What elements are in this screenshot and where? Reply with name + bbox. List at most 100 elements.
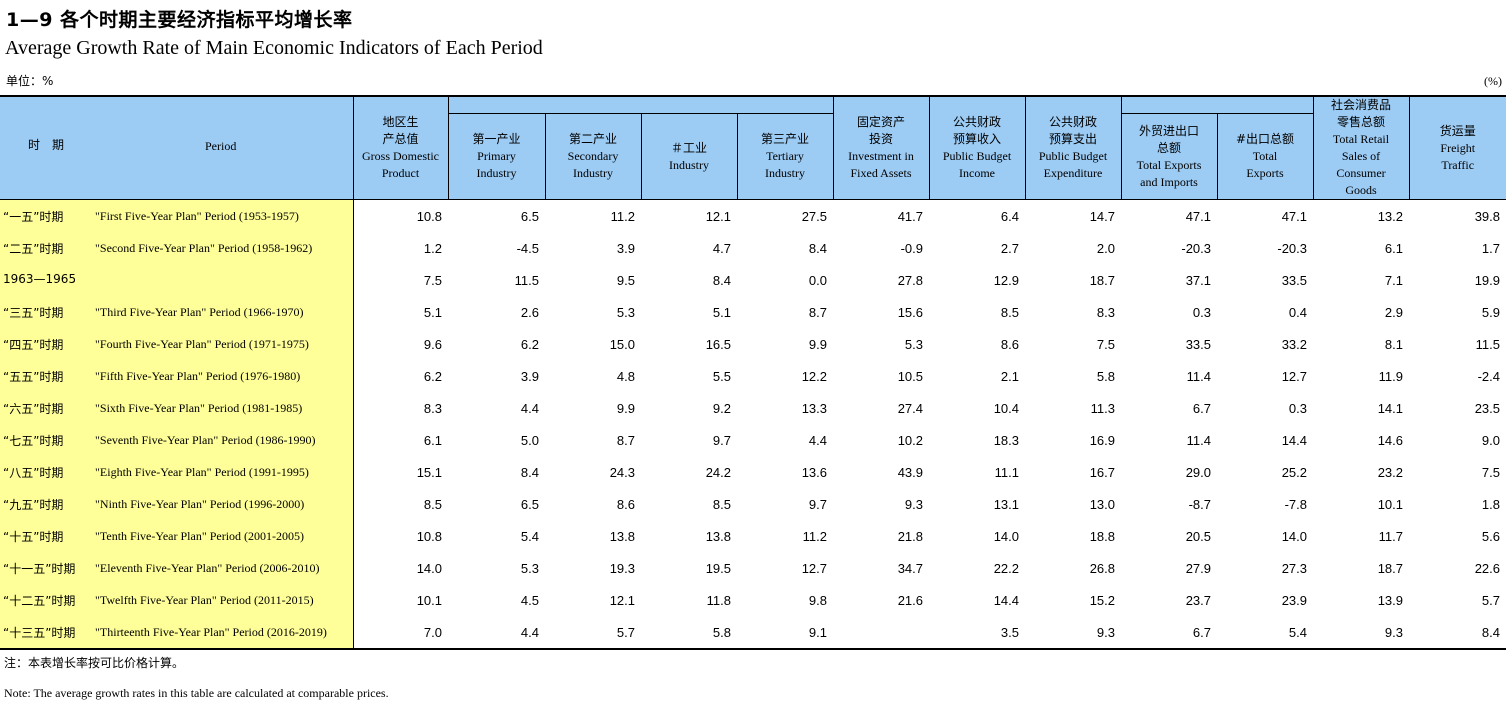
header-secondary-en: Secondary Industry [567, 149, 619, 181]
header-trade-en: Total Exports and Imports [1136, 157, 1202, 189]
header-exports-en: Total Exports [1246, 149, 1284, 181]
value-cell: 8.5 [712, 496, 731, 512]
period-cell: “一五”时期 "First Five-Year Plan" Period (195… [0, 199, 354, 232]
period-cn: “十五”时期 [3, 530, 64, 544]
value-cell: 14.0 [416, 560, 442, 576]
value-cell: 7.0 [353, 616, 448, 650]
value-cell: 18.7 [1377, 560, 1403, 576]
value-cell: -20.3 [1277, 240, 1307, 256]
table-row: “二五”时期 "Second Five-Year Plan" Period (19… [0, 232, 1506, 264]
value-cell: 18.8 [1089, 528, 1115, 544]
value-cell: 13.8 [705, 528, 731, 544]
header-tertiary-en: Tertiary Industry [765, 149, 805, 181]
value-cell: 11.8 [706, 592, 731, 608]
period-cn: “七五”时期 [3, 434, 64, 448]
header-expenditure: 公共财政预算支出 Public Budget Expenditure [1024, 95, 1121, 200]
table-row: “五五”时期 "Fifth Five-Year Plan" Period (197… [0, 360, 1506, 392]
value-cell: 12.7 [801, 560, 827, 576]
period-cell: “七五”时期 "Seventh Five-Year Plan" Period (1… [0, 424, 354, 456]
value-cell: 12.2 [801, 368, 827, 384]
value-cell: 22.6 [1474, 560, 1500, 576]
header-tertiary-cn: 第三产业 [760, 132, 809, 147]
value-cell: 22.2 [993, 560, 1019, 576]
header-industry-cn: ＃工业 [670, 140, 707, 155]
period-cell: “五五”时期 "Fifth Five-Year Plan" Period (197… [0, 360, 354, 392]
table-row: 1963—1965 7.5 11.5 9.5 8.4 0.0 27.8 12.9 18.7 37.… [0, 264, 1506, 296]
value-cell: 3.9 [520, 368, 539, 384]
value-cell: 23.7 [1185, 592, 1211, 608]
value-cell: 21.6 [897, 592, 923, 608]
period-cell: “十二五”时期 "Twelfth Five-Year Plan" Period (… [0, 584, 354, 616]
header-period: 时 期 Period [0, 95, 353, 200]
value-cell: 27.4 [897, 400, 923, 416]
value-cell: 11.4 [1186, 432, 1211, 448]
value-cell: 3.9 [616, 240, 635, 256]
value-cell: 0.4 [1288, 304, 1307, 320]
value-cell: 16.7 [1089, 464, 1115, 480]
value-cell: -7.8 [1284, 496, 1307, 512]
value-cell: 7.5 [1481, 464, 1500, 480]
value-cell: 8.6 [1000, 336, 1019, 352]
value-cell: 4.4 [448, 616, 545, 650]
value-cell: 11.7 [1378, 528, 1403, 544]
value-cell: 13.0 [1089, 496, 1115, 512]
value-cell: 6.7 [1121, 616, 1217, 650]
value-cell: 10.2 [897, 432, 923, 448]
value-cell: 8.7 [808, 304, 827, 320]
value-cell: 10.4 [993, 400, 1019, 416]
value-cell: 20.5 [1185, 528, 1211, 544]
value-cell: 16.9 [1089, 432, 1115, 448]
value-cell: 9.7 [712, 432, 731, 448]
value-cell: 9.7 [808, 496, 827, 512]
value-cell: 11.5 [514, 272, 539, 288]
period-cell: “八五”时期 "Eighth Five-Year Plan" Period (19… [0, 456, 354, 488]
table-row: “三五”时期 "Third Five-Year Plan" Period (196… [0, 296, 1506, 328]
value-cell: 10.5 [897, 368, 923, 384]
value-cell: 5.3 [616, 304, 635, 320]
period-cn: “二五”时期 [3, 242, 64, 256]
header-primary-cn: 第一产业 [472, 132, 521, 147]
value-cell: 9.3 [904, 496, 923, 512]
value-cell: 6.7 [1192, 400, 1211, 416]
value-cell: 9.9 [616, 400, 635, 416]
value-cell: 5.5 [712, 368, 731, 384]
value-cell: 4.7 [712, 240, 731, 256]
header-primary: 第一产业 Primary Industry [447, 113, 545, 200]
value-cell: 5.4 [1217, 616, 1313, 650]
value-cell: -4.5 [516, 240, 539, 256]
header-gdp: 地区生产总值 Gross Domestic Product [352, 95, 448, 200]
header-freight-en: Freight Traffic [1440, 140, 1476, 172]
period-cn: “九五”时期 [3, 498, 64, 512]
period-cn: “十一五”时期 [3, 562, 76, 576]
value-cell: 27.8 [897, 272, 923, 288]
period-en: "Third Five-Year Plan" Period (1966-1970… [95, 305, 304, 319]
page-title-cn: 1—9 各个时期主要经济指标平均增长率 [6, 9, 353, 31]
value-cell: 9.3 [1313, 616, 1409, 650]
header-secondary: 第二产业 Secondary Industry [544, 113, 641, 200]
value-cell: 3.5 [929, 616, 1025, 650]
value-cell: 10.8 [416, 208, 442, 224]
table-row: “八五”时期 "Eighth Five-Year Plan" Period (19… [0, 456, 1506, 488]
period-en: "Ninth Five-Year Plan" Period (1996-2000… [95, 497, 305, 511]
period-cell: “三五”时期 "Third Five-Year Plan" Period (196… [0, 296, 354, 328]
period-en: "Sixth Five-Year Plan" Period (1981-1985… [95, 401, 303, 415]
value-cell: 34.7 [897, 560, 923, 576]
value-cell: 27.5 [801, 208, 827, 224]
value-cell: 37.1 [1185, 272, 1211, 288]
value-cell: 15.1 [416, 464, 442, 480]
value-cell: 10.8 [416, 528, 442, 544]
value-cell: 14.4 [1281, 432, 1307, 448]
value-cell: 33.2 [1281, 336, 1307, 352]
header-revenue-cn: 公共财政预算收入 [952, 115, 1001, 146]
value-cell: 6.5 [520, 208, 539, 224]
value-cell: 5.8 [1096, 368, 1115, 384]
header-tertiary: 第三产业 Tertiary Industry [736, 113, 833, 200]
value-cell: 23.9 [1281, 592, 1307, 608]
value-cell: 8.6 [616, 496, 635, 512]
header-industry: ＃工业 Industry [640, 113, 737, 200]
period-en: "Seventh Five-Year Plan" Period (1986-19… [95, 433, 316, 447]
period-en: "Thirteenth Five-Year Plan" Period (2016… [95, 625, 327, 639]
header-secondary-cn: 第二产业 [568, 132, 617, 147]
value-cell: 8.4 [808, 240, 827, 256]
value-cell: 11.4 [1186, 368, 1211, 384]
